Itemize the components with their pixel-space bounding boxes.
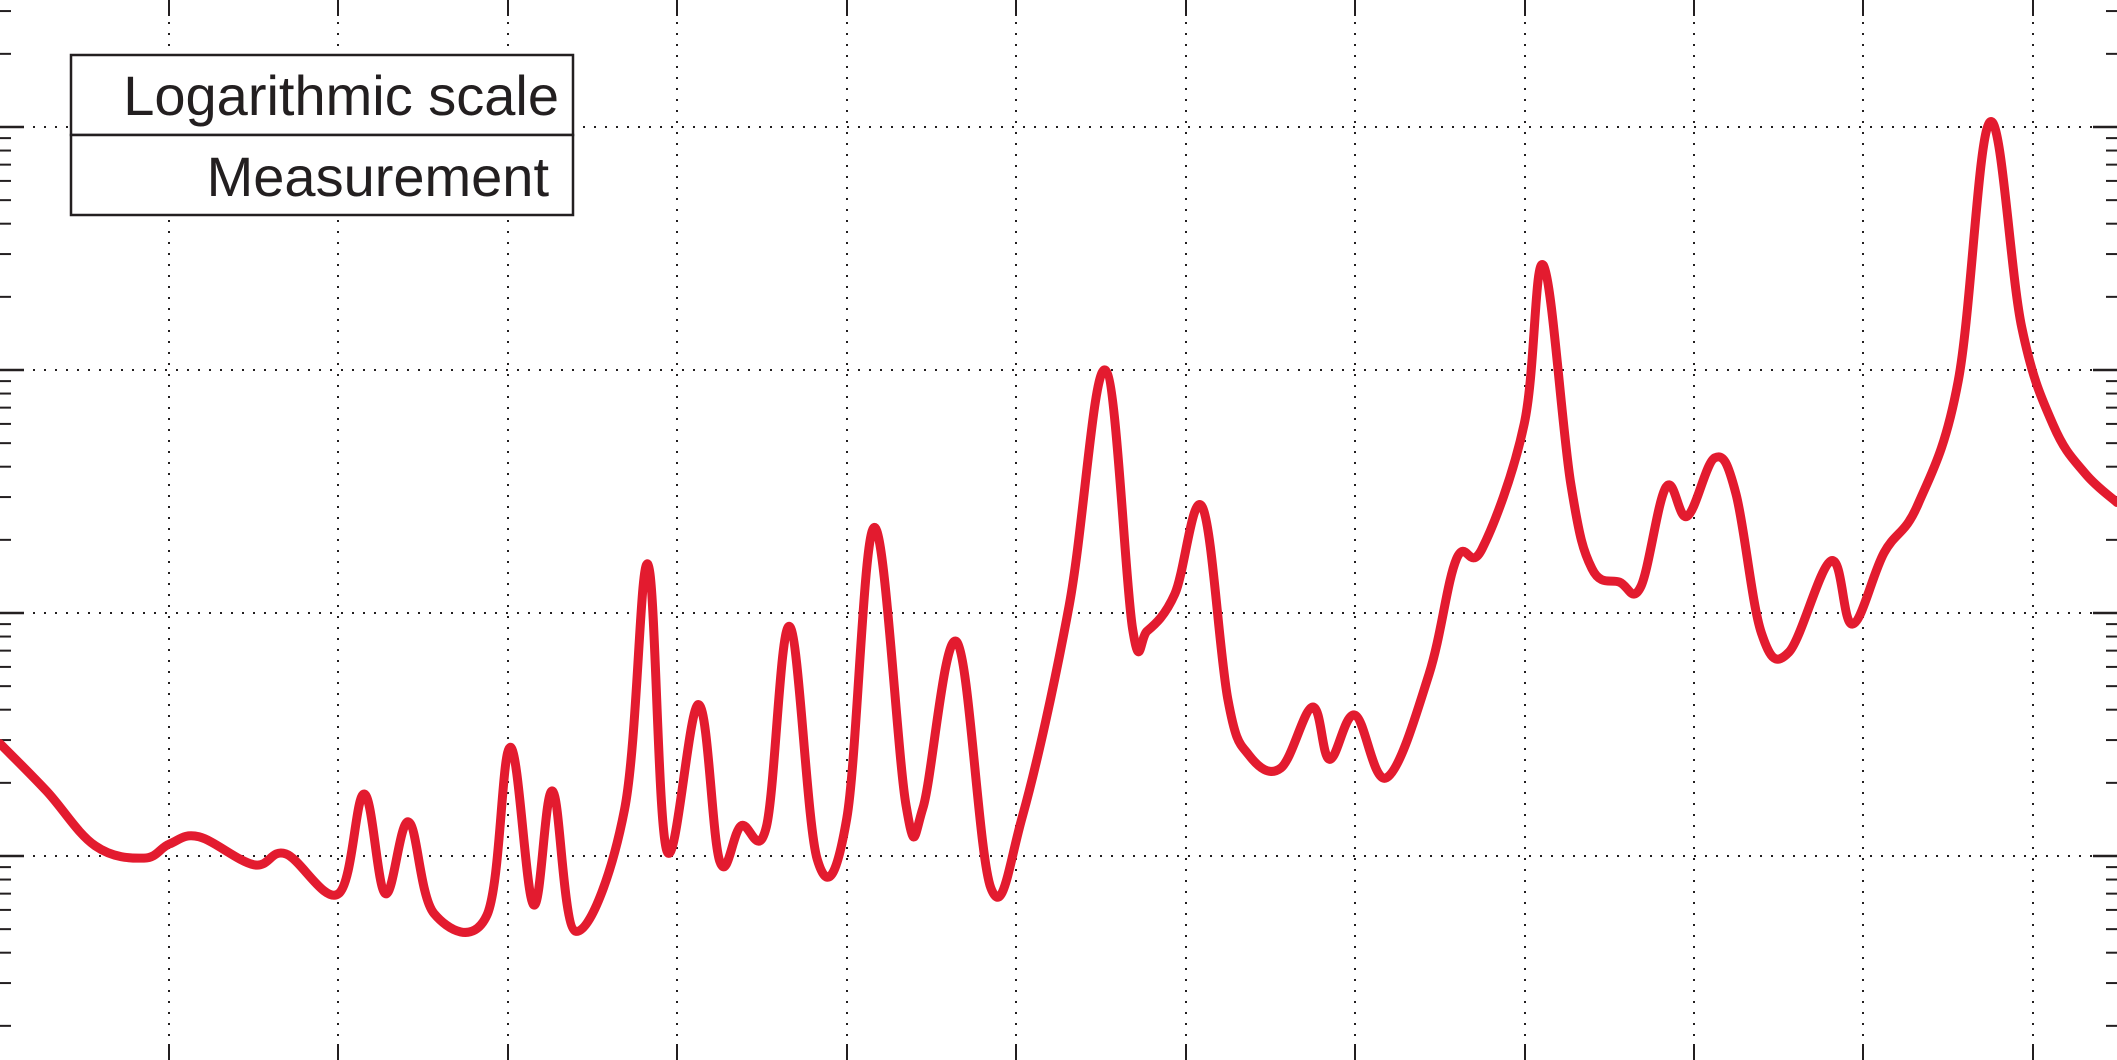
legend-box-bottom [69,133,575,217]
legend: Logarithmic scale Measurement [69,53,575,217]
series-line-measurement [0,117,2117,937]
legend-box-top [69,53,575,137]
legend-entry-logarithmic-scale: Logarithmic scale [123,64,559,127]
legend-entry-measurement: Measurement [207,145,550,208]
